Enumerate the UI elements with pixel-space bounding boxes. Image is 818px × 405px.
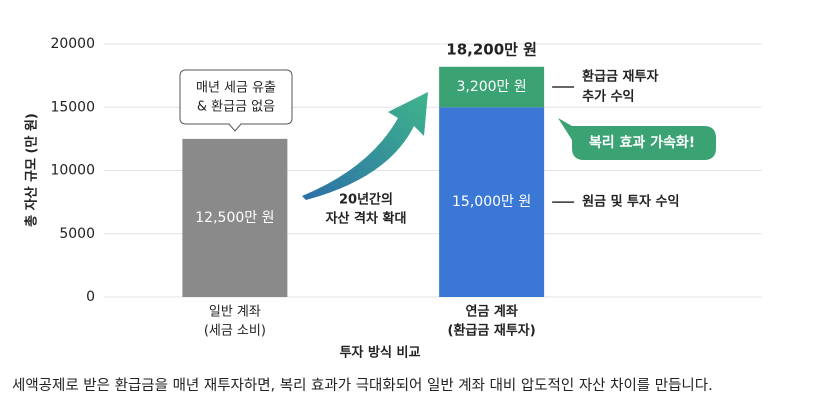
badge-text: 복리 효과 가속화! xyxy=(589,135,695,151)
x-tick-label: (세금 소비) xyxy=(204,324,266,339)
callout-text: 매년 세금 유출 xyxy=(196,81,276,96)
x-tick-label: 연금 계좌 xyxy=(465,304,517,320)
x-tick-label: 일반 계좌 xyxy=(209,305,261,320)
growth-arrow: 20년간의 자산 격차 확대 xyxy=(302,92,428,227)
total-label: 18,200만 원 xyxy=(446,40,537,58)
callout: 매년 세금 유출 & 환급금 없음 xyxy=(179,69,293,132)
y-tick-label: 5000 xyxy=(59,226,95,242)
caption: 세액공제로 받은 환급금을 매년 재투자하면, 복리 효과가 극대화되어 일반 … xyxy=(12,377,713,394)
legend-label: 추가 수익 xyxy=(582,89,634,105)
y-tick-label: 15000 xyxy=(50,99,95,115)
bar-segment xyxy=(439,107,545,297)
arrow-text: 20년간의 xyxy=(339,192,393,208)
y-tick-label: 10000 xyxy=(50,163,95,179)
y-axis-label: 총 자산 규모 (만 원) xyxy=(24,113,40,227)
value-label: 15,000만 원 xyxy=(452,194,531,210)
callout-text: & 환급금 없음 xyxy=(197,100,275,115)
y-tick-label: 0 xyxy=(86,289,95,305)
x-tick-label: (환급금 재투자) xyxy=(448,323,536,339)
bar-segment xyxy=(182,138,288,297)
legend-label: 원금 및 투자 수익 xyxy=(582,194,679,210)
value-label: 12,500만 원 xyxy=(195,210,274,226)
legend-label: 환급금 재투자 xyxy=(582,69,658,85)
badge: 복리 효과 가속화! xyxy=(558,118,716,160)
y-tick-label: 20000 xyxy=(50,36,95,52)
arrow-text: 자산 격차 확대 xyxy=(326,211,407,227)
value-label: 3,200만 원 xyxy=(456,79,526,95)
x-axis-label: 투자 방식 비교 xyxy=(340,345,421,361)
bar-segment xyxy=(439,66,545,108)
